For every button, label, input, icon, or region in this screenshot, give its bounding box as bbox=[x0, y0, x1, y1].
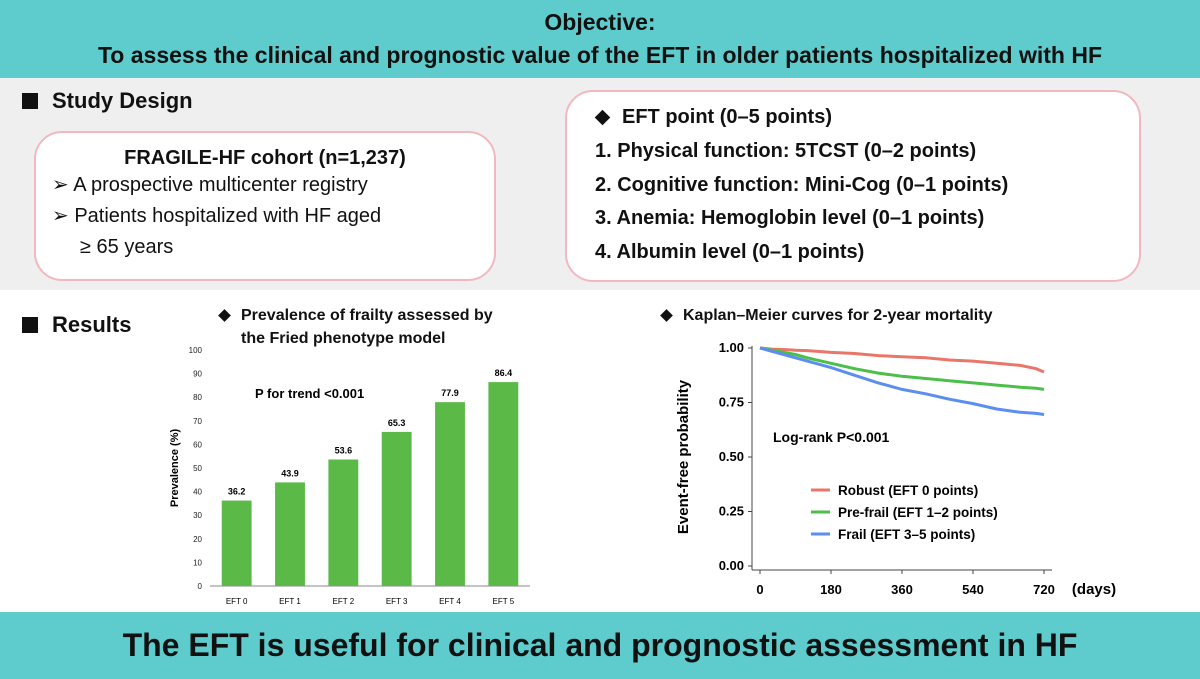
square-bullet-icon bbox=[22, 317, 38, 333]
eft-heading: EFT point (0–5 points) bbox=[594, 106, 1139, 129]
x-tick-label: 0 bbox=[756, 582, 763, 597]
bar bbox=[221, 500, 252, 586]
y-tick-label: 0.75 bbox=[719, 395, 744, 410]
square-bullet-icon bbox=[22, 93, 38, 109]
km-chart-axes: 0.00 0.25 0.50 0.75 1.00 0 180 360 540 720 (days) E… bbox=[675, 340, 1116, 598]
km-series-line bbox=[759, 346, 1045, 416]
y-tick-label: 0.25 bbox=[719, 504, 744, 519]
conclusion-banner: The EFT is useful for clinical and progn… bbox=[0, 612, 1200, 679]
y-tick-label: 30 bbox=[193, 511, 202, 520]
x-tick-label: 180 bbox=[820, 582, 842, 597]
objective-banner: Objective: To assess the clinical and pr… bbox=[0, 0, 1200, 78]
cohort-bullet-text: Patients hospitalized with HF aged bbox=[74, 205, 382, 227]
bar-value-label: 36.2 bbox=[228, 487, 246, 497]
diamond-bullet-icon bbox=[660, 309, 673, 322]
bar-chart-title-line1: Prevalence of frailty assessed by bbox=[241, 307, 493, 324]
frailty-bar-chart: 0 10 20 30 40 50 60 70 80 90 100 Prevalence (%) 36.… bbox=[169, 346, 530, 606]
diamond-bullet-icon bbox=[594, 109, 611, 126]
km-series-line bbox=[759, 346, 1045, 374]
cohort-bullet-2: ➢ Patients hospitalized with HF aged bbox=[52, 205, 382, 227]
bar-chart-title: Prevalence of frailty assessed by the Fr… bbox=[218, 304, 493, 350]
eft-box: EFT point (0–5 points) 1. Physical funct… bbox=[565, 90, 1141, 282]
bar-value-label: 86.4 bbox=[495, 368, 513, 378]
km-chart-title: Kaplan–Meier curves for 2-year mortality bbox=[660, 304, 993, 327]
study-design-heading: Study Design bbox=[22, 88, 193, 114]
y-tick-label: 90 bbox=[193, 370, 202, 379]
bar bbox=[328, 459, 359, 586]
y-tick-label: 0 bbox=[198, 582, 203, 591]
conclusion-text: The EFT is useful for clinical and progn… bbox=[122, 627, 1078, 663]
km-chart-lines bbox=[759, 346, 1045, 416]
km-x-axis-label: (days) bbox=[1072, 581, 1116, 598]
cohort-bullet-text: A prospective multicenter registry bbox=[73, 174, 368, 196]
km-legend: Robust (EFT 0 points) Pre-frail (EFT 1–2 … bbox=[811, 483, 998, 542]
eft-item: 2. Cognitive function: Mini-Cog (0–1 poi… bbox=[595, 173, 1009, 196]
eft-item: 1. Physical function: 5TCST (0–2 points) bbox=[595, 140, 977, 162]
study-design-title: Study Design bbox=[52, 88, 193, 113]
bar-category-label: EFT 1 bbox=[279, 597, 301, 606]
y-tick-label: 70 bbox=[193, 417, 202, 426]
bar-chart-title-line2: the Fried phenotype model bbox=[241, 330, 446, 347]
km-y-axis-label: Event-free probability bbox=[675, 379, 692, 534]
bar-category-label: EFT 2 bbox=[333, 597, 355, 606]
objective-label: Objective: bbox=[544, 9, 656, 35]
log-rank-annotation: Log-rank P<0.001 bbox=[773, 429, 890, 445]
km-series-line bbox=[759, 346, 1045, 391]
bar-category-label: EFT 5 bbox=[493, 597, 515, 606]
y-tick-label: 100 bbox=[189, 346, 203, 355]
bar bbox=[488, 382, 519, 586]
km-chart-title-text: Kaplan–Meier curves for 2-year mortality bbox=[683, 307, 993, 324]
y-tick-label: 0.50 bbox=[719, 449, 744, 464]
y-tick-label: 20 bbox=[193, 535, 202, 544]
y-tick-label: 0.00 bbox=[719, 558, 744, 573]
y-tick-label: 40 bbox=[193, 488, 202, 497]
bar-y-axis-label: Prevalence (%) bbox=[169, 429, 181, 508]
bar-value-label: 43.9 bbox=[281, 468, 299, 478]
cohort-bullet-2-continued: ≥ 65 years bbox=[80, 236, 174, 258]
bar bbox=[275, 482, 305, 586]
bar-category-label: EFT 0 bbox=[226, 597, 248, 606]
bar-chart-marks: 36.2 EFT 0 43.9 EFT 1 53.6 EFT 2 65.3 EFT 3 77.9… bbox=[221, 368, 519, 606]
bar-category-label: EFT 4 bbox=[439, 597, 461, 606]
bar bbox=[435, 402, 465, 586]
eft-title: EFT point (0–5 points) bbox=[622, 106, 832, 128]
legend-label: Frail (EFT 3–5 points) bbox=[838, 527, 975, 542]
eft-item: 4. Albumin level (0–1 points) bbox=[595, 240, 865, 263]
bar-chart-axes: 0 10 20 30 40 50 60 70 80 90 100 Prevalence (%) bbox=[169, 346, 530, 591]
y-tick-label: 1.00 bbox=[719, 340, 744, 355]
y-tick-label: 50 bbox=[193, 464, 202, 473]
legend-label: Robust (EFT 0 points) bbox=[838, 483, 978, 498]
y-tick-label: 10 bbox=[193, 558, 202, 567]
objective-text: To assess the clinical and prognostic va… bbox=[97, 42, 1103, 68]
bar bbox=[381, 431, 412, 586]
x-tick-label: 540 bbox=[962, 582, 984, 597]
bar-value-label: 65.3 bbox=[388, 418, 406, 428]
y-tick-label: 80 bbox=[193, 393, 202, 402]
cohort-title: FRAGILE-HF cohort (n=1,237) bbox=[124, 147, 406, 169]
results-title: Results bbox=[52, 312, 132, 337]
x-tick-label: 360 bbox=[891, 582, 913, 597]
bar-value-label: 77.9 bbox=[441, 388, 459, 398]
cohort-bullet-1: ➢ A prospective multicenter registry bbox=[52, 174, 368, 196]
cohort-box: FRAGILE-HF cohort (n=1,237) ➢ A prospect… bbox=[34, 131, 496, 281]
x-tick-label: 720 bbox=[1033, 582, 1055, 597]
kaplan-meier-chart: 0.00 0.25 0.50 0.75 1.00 0 180 360 540 720 (days) E… bbox=[675, 340, 1116, 598]
bar-category-label: EFT 3 bbox=[386, 597, 408, 606]
bar-value-label: 53.6 bbox=[335, 446, 353, 456]
diamond-bullet-icon bbox=[218, 309, 231, 322]
eft-item: 3. Anemia: Hemoglobin level (0–1 points) bbox=[595, 207, 985, 229]
results-heading: Results bbox=[22, 312, 131, 338]
y-tick-label: 60 bbox=[193, 440, 202, 449]
p-trend-annotation: P for trend <0.001 bbox=[255, 386, 364, 401]
legend-label: Pre-frail (EFT 1–2 points) bbox=[838, 505, 998, 520]
